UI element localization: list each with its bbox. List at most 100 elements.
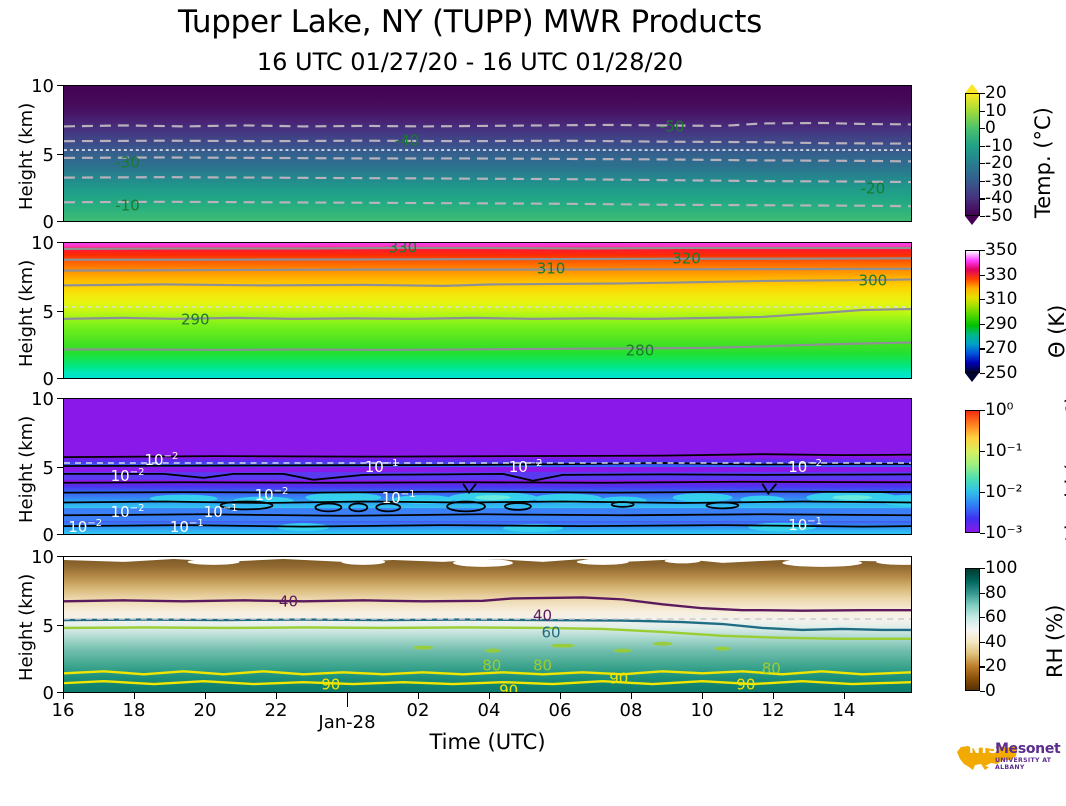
x-tick: 04 bbox=[477, 700, 501, 721]
page-title: Tupper Lake, NY (TUPP) MWR Products bbox=[178, 4, 762, 40]
colorbar-tick: 310 bbox=[985, 289, 1018, 310]
contour-label: 300 bbox=[858, 271, 888, 290]
colorbar-tick: 10⁻¹ bbox=[985, 441, 1023, 461]
contour-label: 10−2 bbox=[508, 458, 543, 477]
colorbar-under-arrow bbox=[965, 216, 979, 225]
colorbar-tick: 20 bbox=[985, 656, 1007, 677]
colorbar-tick: 0 bbox=[985, 118, 996, 139]
contour-label: 10−1 bbox=[364, 457, 399, 476]
contour-label: 320 bbox=[672, 249, 701, 268]
x-tick: 08 bbox=[619, 700, 643, 721]
contour-label: 10−1 bbox=[381, 488, 416, 507]
y-tick: 0 bbox=[42, 525, 54, 546]
theta-field bbox=[64, 243, 911, 378]
y-tick: 0 bbox=[42, 212, 54, 233]
contour-label: 80 bbox=[761, 659, 781, 678]
rh-contour-60 bbox=[64, 618, 911, 632]
colorbar-tick: -40 bbox=[985, 188, 1013, 209]
x-axis-label: Time (UTC) bbox=[429, 730, 546, 754]
colorbar-label: Temp. (°C) bbox=[1031, 107, 1055, 218]
contour-label: 280 bbox=[625, 341, 655, 360]
contour-label: 90 bbox=[736, 675, 756, 693]
contour-label: 10−1 bbox=[203, 503, 238, 522]
colorbar-tick: 250 bbox=[985, 363, 1018, 383]
contour-label: 80 bbox=[482, 656, 502, 675]
colorbar-gradient bbox=[965, 93, 980, 216]
colorbar-over-arrow bbox=[965, 241, 979, 250]
colorbar-tick: 270 bbox=[985, 338, 1018, 359]
x-tick: 02 bbox=[406, 700, 430, 721]
y-tick: 5 bbox=[42, 145, 54, 166]
colorbar-tick: 80 bbox=[985, 582, 1007, 603]
contour-label: 290 bbox=[180, 310, 210, 329]
panel-temperature: -50 -40 -30 -20 -10 bbox=[63, 85, 912, 222]
y-tick: 5 bbox=[42, 616, 54, 637]
logo-mesonet-text: Mesonet bbox=[995, 741, 1061, 757]
contour-label: 10−1 bbox=[788, 515, 823, 534]
contour-label: 310 bbox=[536, 259, 566, 278]
panel-rh: 40 40 60 80 80 80 90 90 90 90 bbox=[63, 556, 912, 693]
colorbar-tick: 40 bbox=[985, 631, 1007, 652]
colorbar-over-arrow bbox=[965, 84, 979, 93]
page-subtitle: 16 UTC 01/27/20 - 16 UTC 01/28/20 bbox=[256, 48, 684, 76]
x-tick: 06 bbox=[548, 700, 572, 721]
colorbar-tick: 10⁰ bbox=[985, 400, 1014, 420]
colorbar-tick: 60 bbox=[985, 607, 1007, 628]
y-tick: 0 bbox=[42, 683, 54, 704]
contour-label: 80 bbox=[533, 656, 553, 675]
colorbar-label: Liquid (g m⁻³) bbox=[1062, 395, 1066, 542]
theta-contours bbox=[64, 246, 911, 352]
contour-label: 10−2 bbox=[110, 466, 145, 485]
colorbar-label: Θ (K) bbox=[1045, 304, 1066, 358]
rh-contour-80 bbox=[64, 626, 911, 640]
rh-contour-90b bbox=[64, 679, 911, 686]
colorbar-tick: 10⁻² bbox=[985, 482, 1023, 502]
y-tick: 5 bbox=[42, 302, 54, 323]
y-tick: 10 bbox=[31, 233, 54, 254]
panel-liquid: 10−2 10−1 10−2 10−2 10−2 10−2 10−1 10−2 … bbox=[63, 398, 912, 535]
nys-mesonet-logo: NYS Mesonet UNIVERSITY AT ALBANY bbox=[955, 740, 1061, 776]
panel-theta: 330 320 310 300 290 280 bbox=[63, 242, 912, 379]
colorbar-temperature: 20 10 0 -10 -20 -30 -40 -50 Temp. (°C) bbox=[965, 83, 1055, 226]
colorbar-tick: 10⁻³ bbox=[985, 523, 1023, 543]
colorbar-tick: 290 bbox=[985, 313, 1018, 334]
contour-label: -40 bbox=[394, 131, 420, 150]
contour-label: 10−1 bbox=[169, 518, 204, 535]
temperature-contours bbox=[64, 121, 911, 208]
colorbar-tick: 10 bbox=[985, 100, 1007, 121]
colorbar-tick: 0 bbox=[985, 681, 996, 701]
x-tick: 14 bbox=[832, 700, 856, 721]
colorbar-gradient bbox=[965, 568, 980, 691]
colorbar-gradient bbox=[965, 250, 980, 373]
colorbar-tick: -30 bbox=[985, 170, 1013, 191]
contour-label: 40 bbox=[533, 606, 553, 625]
contour-label: 10−2 bbox=[788, 458, 823, 477]
colorbar-theta: 350 330 310 290 270 250 Θ (K) bbox=[965, 240, 1066, 383]
contour-label: -10 bbox=[115, 196, 140, 215]
colorbar-tick: 100 bbox=[985, 558, 1018, 578]
logo-university-text: UNIVERSITY AT ALBANY bbox=[995, 757, 1052, 771]
contour-label: -50 bbox=[659, 117, 685, 135]
rh-field bbox=[64, 557, 911, 692]
colorbar-gradient bbox=[965, 410, 980, 533]
contour-label: 10−2 bbox=[144, 450, 179, 469]
x-tick: 10 bbox=[690, 700, 714, 721]
y-tick: 10 bbox=[31, 547, 54, 568]
contour-label: 10−2 bbox=[254, 485, 289, 504]
colorbar-tick: -20 bbox=[985, 153, 1013, 174]
colorbar-tick: -10 bbox=[985, 135, 1013, 156]
y-tick: 5 bbox=[42, 458, 54, 479]
colorbar-liquid: 10⁰ 10⁻¹ 10⁻² 10⁻³ Liquid (g m⁻³) bbox=[965, 396, 1066, 543]
contour-label: 90 bbox=[499, 681, 519, 693]
x-tick: 16 bbox=[51, 700, 75, 721]
liquid-field bbox=[64, 453, 911, 534]
colorbar-tick: 350 bbox=[985, 240, 1018, 260]
colorbar-rh: 100 80 60 40 20 0 RH (%) bbox=[965, 558, 1066, 701]
contour-label: 90 bbox=[321, 675, 341, 693]
contour-label: 10−2 bbox=[110, 503, 145, 522]
rh-contours bbox=[64, 557, 911, 686]
x-tick: 18 bbox=[122, 700, 146, 721]
x-tick: 12 bbox=[761, 700, 785, 721]
contour-label: -30 bbox=[115, 153, 140, 172]
